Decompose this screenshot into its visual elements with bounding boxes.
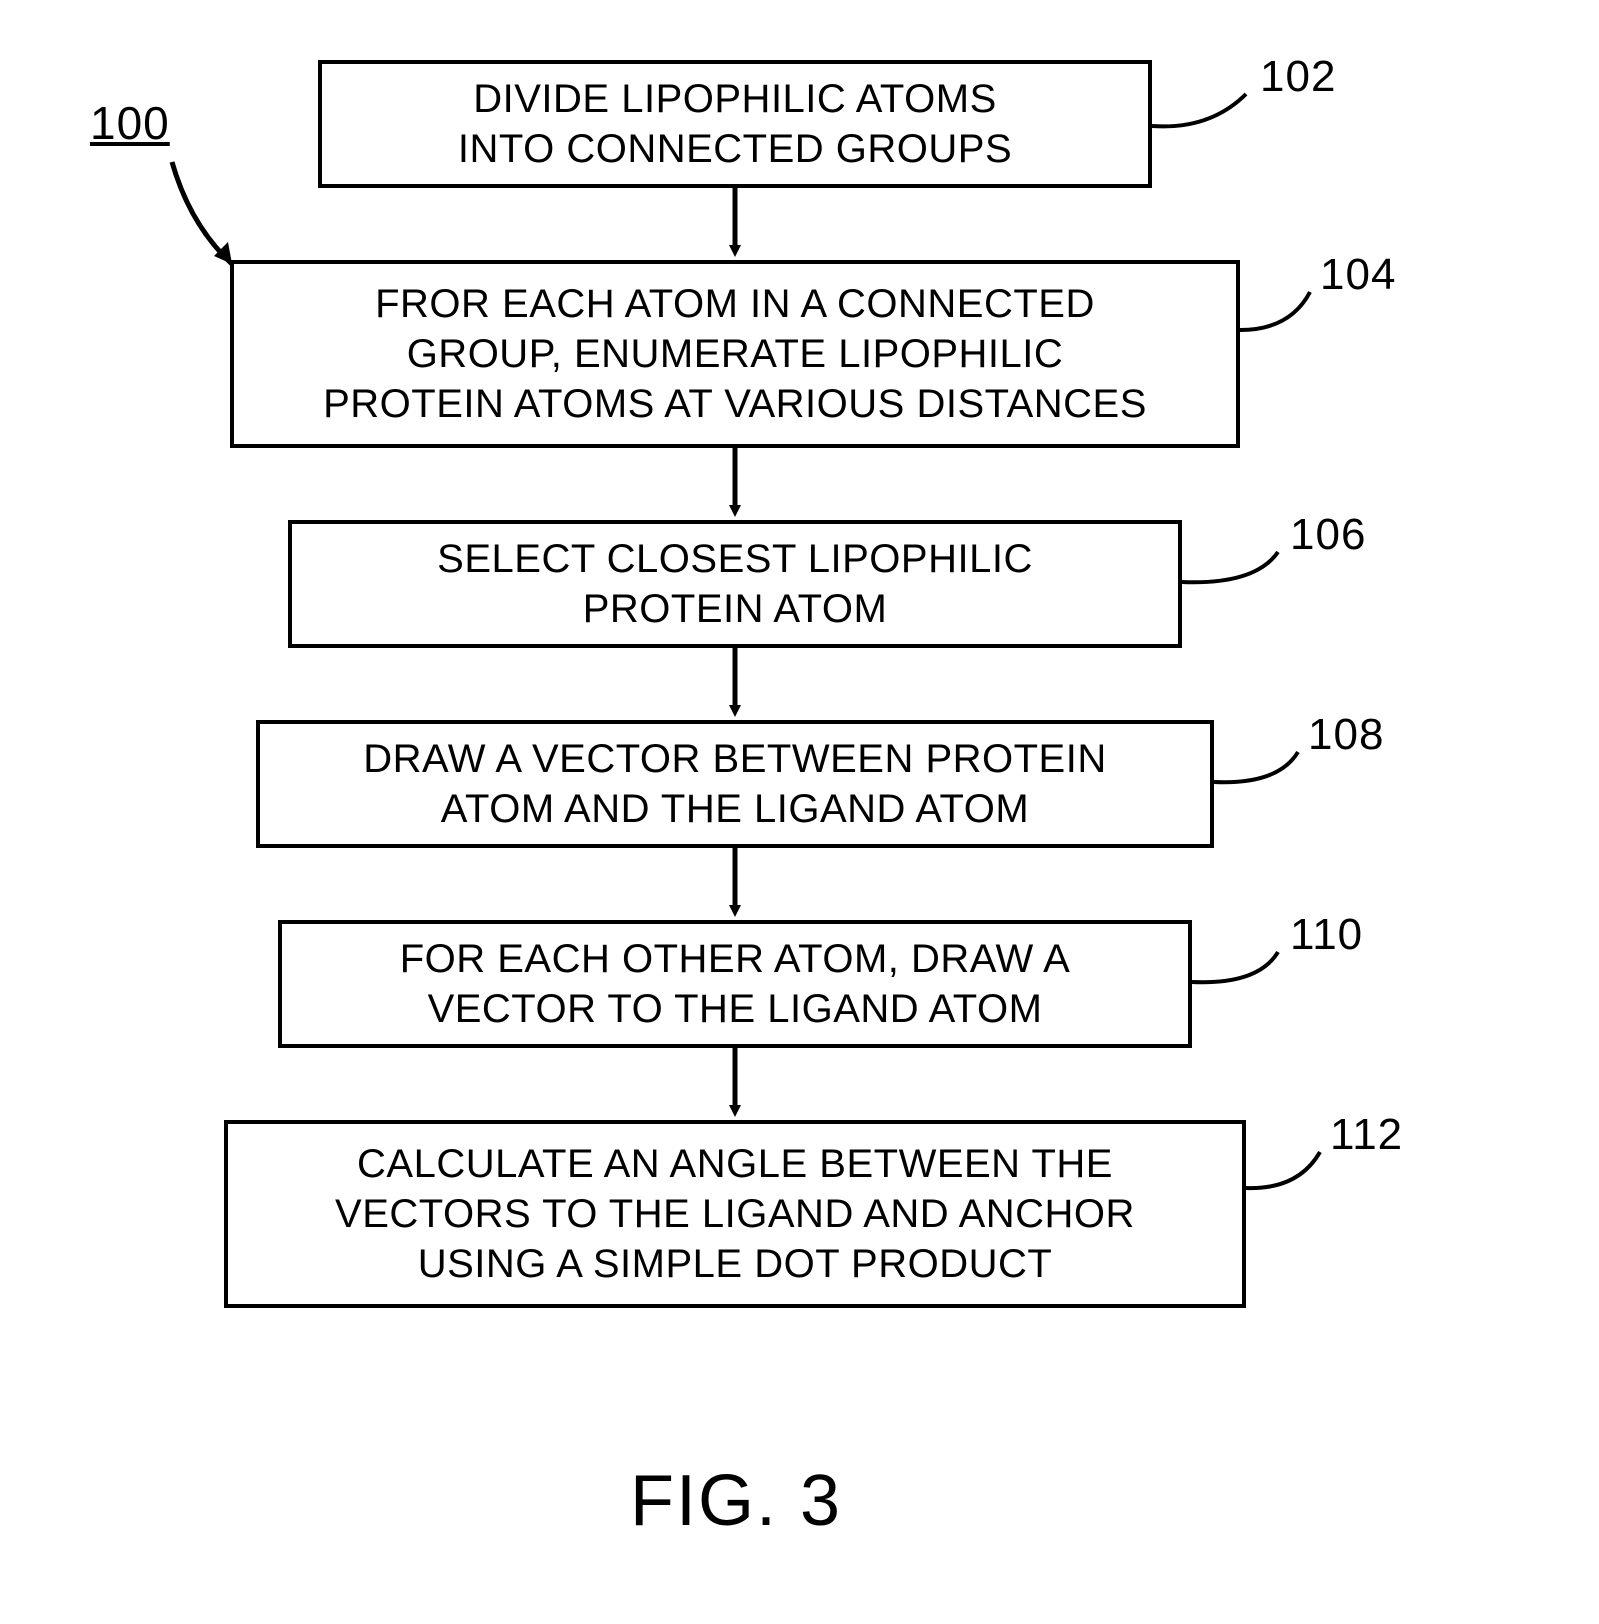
flow-step-110: FOR EACH OTHER ATOM, DRAW A VECTOR TO TH… <box>278 920 1192 1048</box>
figure-reference-number: 100 <box>90 96 170 150</box>
figure-caption: FIG. 3 <box>630 1460 842 1542</box>
ref-pointer-curve <box>172 162 232 264</box>
callout-curve-112 <box>1246 1152 1320 1188</box>
callout-curve-108 <box>1214 752 1298 782</box>
flow-step-108: DRAW A VECTOR BETWEEN PROTEIN ATOM AND T… <box>256 720 1214 848</box>
flow-step-106: SELECT CLOSEST LIPOPHILIC PROTEIN ATOM <box>288 520 1182 648</box>
flow-step-102: DIVIDE LIPOPHILIC ATOMS INTO CONNECTED G… <box>318 60 1152 188</box>
flow-step-112: CALCULATE AN ANGLE BETWEEN THE VECTORS T… <box>224 1120 1246 1308</box>
callout-curve-102 <box>1152 94 1246 126</box>
callout-curve-110 <box>1192 952 1278 982</box>
figure-canvas: 100 DIVIDE LIPOPHILIC ATOMS INTO CONNECT… <box>0 0 1599 1624</box>
callout-110: 110 <box>1290 910 1363 960</box>
flow-step-102-text: DIVIDE LIPOPHILIC ATOMS INTO CONNECTED G… <box>458 74 1012 174</box>
callout-curve-104 <box>1240 292 1310 330</box>
callout-102: 102 <box>1260 52 1336 102</box>
flow-step-106-text: SELECT CLOSEST LIPOPHILIC PROTEIN ATOM <box>437 534 1033 634</box>
callout-106: 106 <box>1290 510 1366 560</box>
callout-108: 108 <box>1308 710 1384 760</box>
flow-step-104: FROR EACH ATOM IN A CONNECTED GROUP, ENU… <box>230 260 1240 448</box>
flow-step-108-text: DRAW A VECTOR BETWEEN PROTEIN ATOM AND T… <box>363 734 1106 834</box>
flow-step-104-text: FROR EACH ATOM IN A CONNECTED GROUP, ENU… <box>323 279 1147 429</box>
callout-curve-106 <box>1182 552 1278 582</box>
flow-step-112-text: CALCULATE AN ANGLE BETWEEN THE VECTORS T… <box>335 1139 1135 1289</box>
flow-step-110-text: FOR EACH OTHER ATOM, DRAW A VECTOR TO TH… <box>400 934 1071 1034</box>
callout-112: 112 <box>1330 1110 1403 1160</box>
callout-104: 104 <box>1320 250 1396 300</box>
